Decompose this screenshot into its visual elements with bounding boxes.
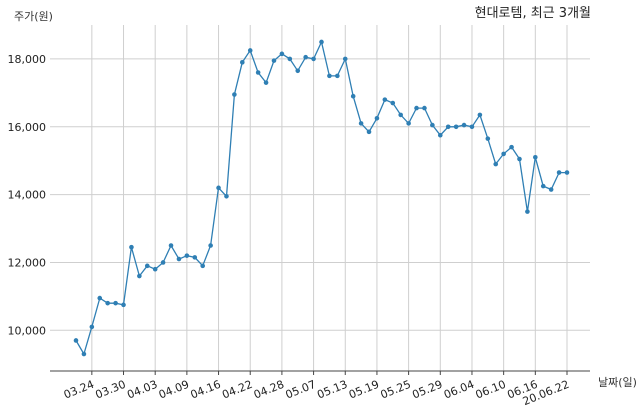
data-point (406, 121, 411, 126)
data-point (525, 209, 530, 214)
data-point (509, 144, 514, 150)
data-point (176, 256, 182, 262)
data-point (350, 93, 356, 99)
data-point (232, 92, 237, 97)
data-point (533, 154, 538, 160)
chart-title: 현대로템, 최근 3개월 (475, 6, 591, 21)
data-point (208, 243, 213, 248)
data-point (129, 244, 134, 250)
data-point (89, 324, 95, 330)
data-point (144, 263, 150, 269)
data-point (414, 105, 419, 111)
data-point (398, 112, 403, 118)
x-tick-labels: 03.2403.3004.0304.0904.1604.2204.2805.07… (62, 371, 571, 408)
data-point (422, 105, 427, 111)
y-tick-label: 14,000 (8, 189, 47, 202)
data-point (240, 60, 245, 65)
data-point (295, 68, 301, 74)
data-point (366, 129, 372, 135)
vertical-gridlines (91, 25, 568, 371)
y-tick-label: 12,000 (8, 256, 47, 269)
data-point (271, 58, 277, 63)
x-tick-label: 05.25 (379, 378, 413, 402)
data-point (200, 263, 206, 269)
data-point (81, 351, 87, 357)
data-point (224, 194, 229, 199)
x-tick-label: 03.30 (94, 378, 128, 402)
y-tick-label: 16,000 (8, 121, 47, 134)
price-series (73, 39, 570, 357)
data-point (493, 161, 499, 167)
x-tick-label: 04.09 (157, 378, 191, 402)
data-point (485, 136, 491, 141)
x-tick-label: 05.13 (315, 378, 349, 402)
x-tick-label: 05.29 (410, 378, 444, 402)
data-point (327, 73, 332, 79)
data-point (113, 300, 118, 306)
y-tick-label: 18,000 (8, 53, 47, 66)
data-point (247, 48, 253, 53)
data-point (73, 338, 79, 343)
data-point (501, 151, 506, 157)
data-point (382, 97, 388, 102)
data-point (287, 56, 293, 62)
data-point (303, 54, 308, 60)
data-point (319, 39, 324, 45)
data-point (121, 302, 126, 308)
data-point (390, 100, 396, 106)
data-point (437, 132, 443, 138)
data-point (168, 243, 174, 248)
data-point (152, 266, 158, 272)
x-tick-label: 06.10 (474, 378, 508, 402)
data-point (477, 112, 483, 118)
data-point (461, 122, 467, 128)
y-tick-label: 10,000 (8, 324, 47, 337)
data-point (335, 73, 340, 79)
data-point (255, 70, 261, 75)
data-point (216, 185, 221, 191)
data-point (430, 122, 435, 128)
y-axis-label: 주가(원) (14, 10, 53, 23)
data-point (342, 56, 348, 62)
data-point (445, 124, 451, 130)
x-tick-label: 03.24 (62, 378, 96, 402)
data-point (184, 253, 190, 258)
data-point (469, 124, 475, 130)
data-point (517, 156, 522, 162)
x-axis-label: 날짜(일) (598, 375, 637, 389)
x-tick-label: 04.16 (189, 378, 223, 402)
data-point (192, 255, 198, 260)
data-point (97, 295, 103, 301)
data-point (279, 51, 285, 57)
data-point (453, 124, 459, 130)
x-tick-label: 06.04 (442, 378, 476, 402)
data-point (105, 300, 110, 306)
y-tick-labels: 10,000 12,000 14,000 16,000 18,000 (8, 53, 47, 337)
data-point (564, 170, 570, 175)
x-tick-label: 04.22 (220, 378, 254, 402)
data-point (137, 273, 142, 279)
series-line (75, 40, 567, 356)
data-point (556, 170, 562, 175)
data-point (160, 260, 166, 265)
x-tick-label: 04.28 (252, 378, 286, 402)
x-tick-label: 05.19 (347, 378, 381, 402)
data-point (263, 80, 269, 85)
horizontal-gridlines (50, 58, 590, 331)
data-point (548, 187, 554, 192)
data-point (358, 121, 364, 126)
data-point (311, 56, 316, 62)
x-tick-label: 04.03 (125, 378, 159, 402)
x-tick-label: 05.07 (284, 378, 318, 402)
data-point (540, 183, 546, 189)
data-point (374, 115, 380, 121)
